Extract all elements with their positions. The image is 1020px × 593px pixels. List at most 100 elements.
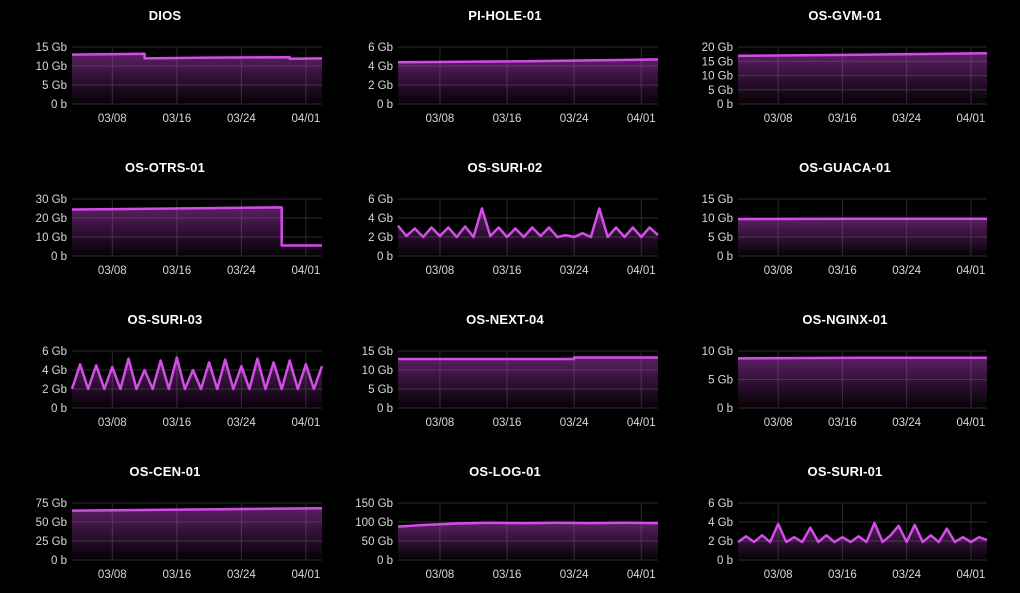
chart-title: OS-SURI-01 <box>807 464 883 479</box>
y-tick-label: 6 Gb <box>368 194 393 206</box>
x-tick-label: 03/16 <box>493 265 522 277</box>
x-tick-label: 03/16 <box>828 265 857 277</box>
chart-panel: OS-LOG-01 150 Gb 100 Gb 50 Gb 0 b 03/08 03/16 0… <box>340 456 670 593</box>
chart-title: DIOS <box>148 8 182 23</box>
chart-title: OS-CEN-01 <box>129 464 201 479</box>
series-line <box>70 356 324 391</box>
chart-svg: 6 Gb 4 Gb 2 Gb 0 b 03/08 03/16 03/24 04/01 <box>708 498 988 581</box>
y-tick-label: 15 Gb <box>36 42 67 54</box>
y-tick-label: 6 Gb <box>368 42 393 54</box>
series-area <box>72 508 322 560</box>
x-tick-label: 04/01 <box>627 265 656 277</box>
x-tick-label: 03/16 <box>828 113 857 125</box>
y-tick-label: 10 Gb <box>362 365 393 377</box>
y-tick-label: 4 Gb <box>368 213 393 225</box>
x-tick-label: 03/16 <box>162 265 191 277</box>
y-tick-label: 6 Gb <box>42 346 67 358</box>
x-tick-label: 03/24 <box>892 113 921 125</box>
chart-svg: 30 Gb 20 Gb 10 Gb 0 b 03/08 03/16 03/24 04/01 <box>36 194 322 277</box>
y-tick-label: 2 Gb <box>368 232 393 244</box>
y-tick-label: 5 Gb <box>42 80 67 92</box>
series-area <box>398 59 658 104</box>
chart-panel: OS-SURI-02 6 Gb 4 Gb 2 Gb 0 b 03/08 03/16 03/24… <box>340 152 670 289</box>
y-tick-label: 20 Gb <box>36 213 67 225</box>
x-tick-label: 03/24 <box>892 417 921 429</box>
x-tick-label: 04/01 <box>291 113 320 125</box>
x-tick-label: 04/01 <box>957 417 986 429</box>
y-tick-label: 0 b <box>51 251 67 263</box>
x-tick-label: 03/24 <box>227 113 256 125</box>
chart-panel: OS-GVM-01 20 Gb 15 Gb 10 Gb 5 Gb 0 b 03/08 03/1… <box>680 0 1010 137</box>
x-tick-label: 03/16 <box>828 417 857 429</box>
y-tick-label: 0 b <box>51 555 67 567</box>
y-tick-label: 15 Gb <box>702 194 733 206</box>
x-tick-label: 04/01 <box>957 113 986 125</box>
series-line <box>737 52 988 58</box>
x-tick-label: 03/16 <box>493 417 522 429</box>
y-tick-label: 5 Gb <box>708 85 733 97</box>
x-tick-label: 04/01 <box>291 569 320 581</box>
series-line <box>397 58 659 64</box>
y-tick-label: 15 Gb <box>362 346 393 358</box>
series-area <box>738 357 987 408</box>
series-area <box>398 357 658 408</box>
chart-title: OS-LOG-01 <box>469 464 541 479</box>
x-tick-label: 03/24 <box>560 113 589 125</box>
x-tick-label: 03/08 <box>98 417 127 429</box>
x-tick-label: 03/16 <box>162 113 191 125</box>
x-tick-label: 03/08 <box>426 265 455 277</box>
chart-panel: PI-HOLE-01 6 Gb 4 Gb 2 Gb 0 b 03/08 03/16 03/24… <box>340 0 670 137</box>
series-area <box>738 522 987 560</box>
chart-svg: 20 Gb 15 Gb 10 Gb 5 Gb 0 b 03/08 03/16 03/24 04/… <box>702 42 988 125</box>
x-tick-label: 03/08 <box>426 113 455 125</box>
y-tick-label: 25 Gb <box>36 536 67 548</box>
y-tick-label: 10 Gb <box>702 346 733 358</box>
x-tick-label: 03/08 <box>764 569 793 581</box>
chart-panel: OS-NGINX-01 10 Gb 5 Gb 0 b 03/08 03/16 03/24 04… <box>680 304 1010 441</box>
chart-panel: OS-OTRS-01 30 Gb 20 Gb 10 Gb 0 b 03/08 03/16 03… <box>0 152 330 289</box>
x-tick-label: 03/08 <box>764 417 793 429</box>
x-tick-label: 03/08 <box>764 265 793 277</box>
chart-panel: OS-CEN-01 75 Gb 50 Gb 25 Gb 0 b 03/08 03/16 03/… <box>0 456 330 593</box>
chart-svg: 15 Gb 10 Gb 5 Gb 0 b 03/08 03/16 03/24 04/01 <box>702 194 987 277</box>
chart-svg: 15 Gb 10 Gb 5 Gb 0 b 03/08 03/16 03/24 04/01 <box>362 346 658 429</box>
y-tick-label: 10 Gb <box>702 213 733 225</box>
y-tick-label: 2 Gb <box>42 384 67 396</box>
chart-panel: DIOS 15 Gb 10 Gb 5 Gb 0 b 03/08 03/16 03/24 04/0… <box>0 0 330 137</box>
chart-svg: 10 Gb 5 Gb 0 b 03/08 03/16 03/24 04/01 <box>702 346 987 429</box>
chart-title: OS-SURI-02 <box>467 160 543 175</box>
y-tick-label: 0 b <box>51 403 67 415</box>
x-tick-label: 04/01 <box>957 265 986 277</box>
series-line <box>397 207 659 239</box>
x-tick-label: 03/24 <box>227 265 256 277</box>
y-tick-label: 75 Gb <box>36 498 67 510</box>
y-tick-label: 5 Gb <box>708 375 733 387</box>
y-tick-label: 30 Gb <box>36 194 67 206</box>
chart-title: OS-OTRS-01 <box>124 160 205 175</box>
x-tick-label: 03/24 <box>560 569 589 581</box>
chart-panel: OS-GUACA-01 15 Gb 10 Gb 5 Gb 0 b 03/08 03/16 03… <box>680 152 1010 289</box>
x-tick-label: 03/08 <box>98 265 127 277</box>
y-tick-label: 0 b <box>717 99 733 111</box>
x-tick-label: 03/08 <box>426 417 455 429</box>
x-tick-label: 03/08 <box>426 569 455 581</box>
series-line <box>398 356 658 361</box>
y-tick-label: 4 Gb <box>368 61 393 73</box>
y-tick-label: 50 Gb <box>36 517 67 529</box>
y-tick-label: 0 b <box>717 403 733 415</box>
chart-title: OS-GUACA-01 <box>799 160 891 175</box>
x-tick-label: 03/16 <box>162 569 191 581</box>
series-area <box>72 207 322 256</box>
series-line <box>71 206 322 247</box>
y-tick-label: 4 Gb <box>42 365 67 377</box>
x-tick-label: 03/24 <box>227 569 256 581</box>
y-tick-label: 50 Gb <box>362 536 393 548</box>
y-tick-label: 10 Gb <box>702 71 733 83</box>
y-tick-label: 0 b <box>717 251 733 263</box>
series-line <box>397 521 659 528</box>
series-line <box>71 52 323 61</box>
chart-svg: 6 Gb 4 Gb 2 Gb 0 b 03/08 03/16 03/24 04/01 <box>368 42 659 125</box>
x-tick-label: 03/08 <box>98 569 127 581</box>
chart-panel: OS-NEXT-04 15 Gb 10 Gb 5 Gb 0 b 03/08 03/16 03/… <box>340 304 670 441</box>
